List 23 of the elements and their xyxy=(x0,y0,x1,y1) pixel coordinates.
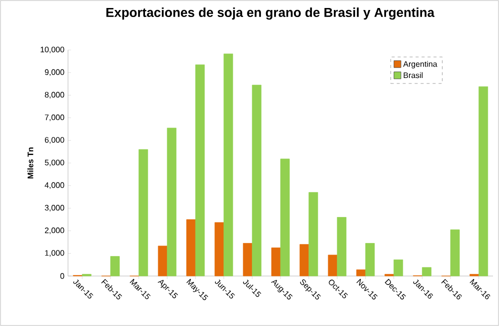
bar xyxy=(300,244,310,276)
bar xyxy=(158,246,168,276)
bar xyxy=(271,248,281,276)
bar xyxy=(138,149,148,276)
chart-title: Exportaciones de soja en grano de Brasil y Argentina xyxy=(106,8,435,20)
bar xyxy=(365,243,375,276)
bar xyxy=(195,64,205,276)
bar xyxy=(252,84,262,276)
bar xyxy=(166,128,176,276)
bar xyxy=(422,267,432,276)
bar xyxy=(224,54,234,276)
bar xyxy=(214,222,224,276)
bar xyxy=(110,256,120,276)
bar xyxy=(478,86,488,276)
bar xyxy=(308,192,318,276)
bar xyxy=(356,269,366,276)
bar xyxy=(242,243,252,276)
bar xyxy=(328,254,338,276)
bar xyxy=(280,158,290,276)
bar xyxy=(394,260,404,276)
bar xyxy=(450,229,460,276)
bar xyxy=(186,219,196,276)
bar xyxy=(336,217,346,276)
